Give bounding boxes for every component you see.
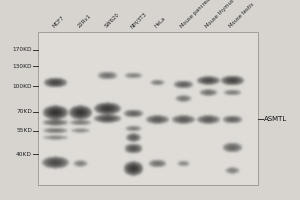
Text: 55KD: 55KD	[16, 128, 32, 133]
Text: Mouse pancreas: Mouse pancreas	[179, 0, 213, 29]
Text: ASMTL: ASMTL	[264, 116, 287, 122]
Text: 70KD: 70KD	[16, 109, 32, 114]
Text: 40KD: 40KD	[16, 152, 32, 157]
Text: 170KD: 170KD	[13, 47, 32, 52]
Text: NIH/3T3: NIH/3T3	[130, 11, 148, 29]
Text: Mouse testis: Mouse testis	[229, 2, 255, 29]
Text: MCF7: MCF7	[52, 15, 65, 29]
Bar	[38, 32, 258, 185]
Text: 130KD: 130KD	[13, 64, 32, 69]
Text: SW620: SW620	[103, 12, 120, 29]
Text: 100KD: 100KD	[13, 84, 32, 89]
Text: 22Rv1: 22Rv1	[76, 14, 92, 29]
Text: HeLa: HeLa	[154, 16, 166, 29]
Text: Mouse thymus: Mouse thymus	[205, 0, 235, 29]
